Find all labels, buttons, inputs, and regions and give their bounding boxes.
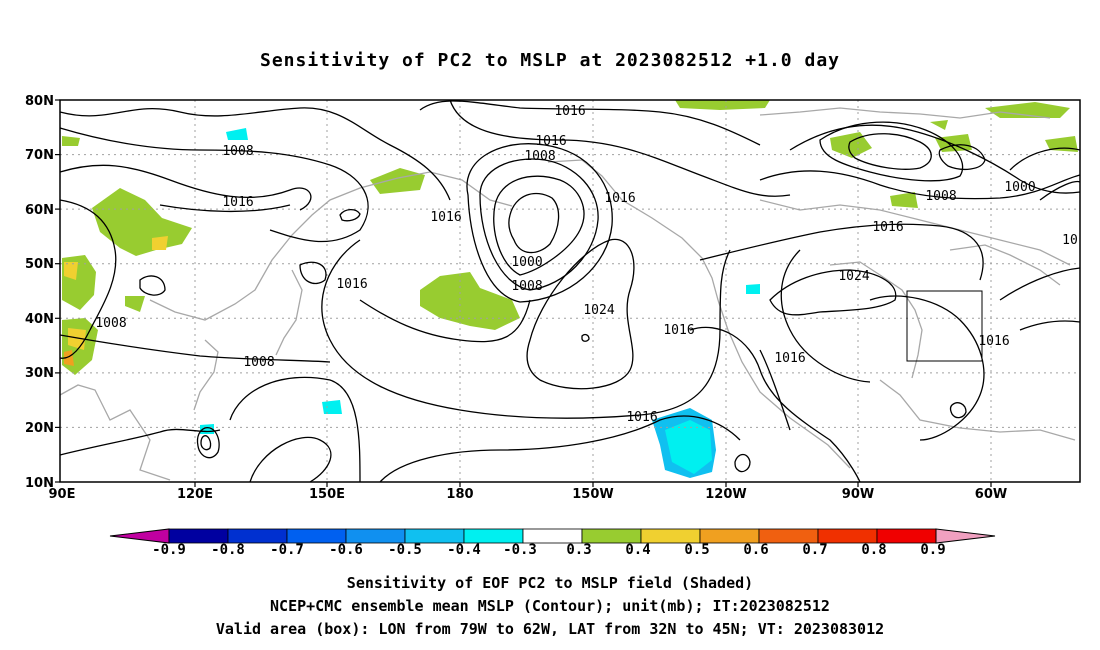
contour-label: 10	[1062, 233, 1078, 248]
contour-label: 1000	[1004, 180, 1035, 195]
contour-label-group: 1016 1016 1008 1008 1016 1016 1016 1016 …	[95, 104, 1077, 425]
lon-axis: 90E 120E 150E 180 150W 120W 90W 60W	[49, 487, 1008, 502]
colorbar-swatch	[345, 528, 406, 544]
contour-label: 1016	[978, 334, 1009, 349]
lon-label: 90W	[842, 487, 874, 502]
lat-label: 40N	[25, 312, 54, 327]
contour-label: 1016	[872, 220, 903, 235]
colorbar-label: -0.4	[447, 542, 481, 558]
colorbar-swatch	[522, 528, 583, 544]
colorbar-swatch	[286, 528, 347, 544]
colorbar-label: -0.6	[329, 542, 363, 558]
colorbar	[109, 528, 996, 544]
caption-contour: NCEP+CMC ensemble mean MSLP (Contour); u…	[270, 597, 830, 615]
colorbar-label: -0.7	[270, 542, 304, 558]
contour-label: 1008	[222, 144, 253, 159]
map-title: Sensitivity of PC2 to MSLP at 2023082512…	[259, 50, 840, 71]
mslp-contours	[59, 99, 1081, 483]
lat-label: 50N	[25, 257, 54, 272]
contour-label: 1008	[511, 279, 542, 294]
colorbar-swatch	[758, 528, 819, 544]
contour-label: 1024	[583, 303, 614, 318]
colorbar-label: 0.9	[920, 542, 946, 558]
colorbar-label: -0.8	[211, 542, 245, 558]
lat-label: 80N	[25, 94, 54, 109]
contour-label: 1016	[663, 323, 694, 338]
lon-label: 150E	[309, 487, 345, 502]
colorbar-label: 0.6	[743, 542, 769, 558]
lon-label: 180	[446, 487, 473, 502]
colorbar-label: -0.5	[388, 542, 422, 558]
caption-shaded: Sensitivity of EOF PC2 to MSLP field (Sh…	[346, 574, 754, 592]
contour-label: 1016	[535, 134, 566, 149]
coastlines	[59, 107, 1076, 481]
colorbar-swatch	[699, 528, 760, 544]
lat-ticks	[55, 99, 60, 483]
colorbar-swatch	[640, 528, 701, 544]
lat-label: 30N	[25, 366, 54, 381]
contour-label: 1008	[524, 149, 555, 164]
colorbar-swatch	[581, 528, 642, 544]
colorbar-under-triangle	[109, 528, 170, 544]
colorbar-label: 0.4	[625, 542, 651, 558]
contour-label: 1024	[838, 269, 869, 284]
colorbar-swatch	[463, 528, 524, 544]
lat-label: 20N	[25, 421, 54, 436]
colorbar-label: 0.7	[802, 542, 828, 558]
lat-label: 70N	[25, 148, 54, 163]
lat-label: 10N	[25, 476, 54, 491]
colorbar-label: 0.8	[861, 542, 887, 558]
colorbar-swatch	[227, 528, 288, 544]
colorbar-label: 0.5	[684, 542, 710, 558]
contour-label: 1008	[925, 189, 956, 204]
colorbar-over-triangle	[935, 528, 996, 544]
colorbar-swatch	[817, 528, 878, 544]
contour-label: 1016	[430, 210, 461, 225]
contour-label: 1008	[95, 316, 126, 331]
lat-axis: 80N 70N 60N 50N 40N 30N 20N 10N	[25, 94, 54, 491]
lat-label: 60N	[25, 203, 54, 218]
lon-label: 60W	[975, 487, 1007, 502]
colorbar-swatch	[404, 528, 465, 544]
contour-label: 1016	[554, 104, 585, 119]
lon-label: 120E	[177, 487, 213, 502]
colorbar-label: -0.9	[152, 542, 186, 558]
contour-label: 1008	[243, 355, 274, 370]
colorbar-swatch	[168, 528, 229, 544]
valid-area-box	[906, 290, 983, 362]
contour-label: 1016	[774, 351, 805, 366]
lon-label: 120W	[705, 487, 746, 502]
colorbar-label: 0.3	[566, 542, 592, 558]
contour-label: 1016	[336, 277, 367, 292]
contour-label: 1016	[604, 191, 635, 206]
contour-label: 1016	[222, 195, 253, 210]
lon-label: 150W	[572, 487, 613, 502]
caption-valid-area: Valid area (box): LON from 79W to 62W, L…	[215, 620, 885, 638]
map-frame	[59, 99, 1081, 483]
lon-label: 90E	[49, 487, 76, 502]
contour-label: 1000	[511, 255, 542, 270]
colorbar-label: -0.3	[503, 542, 537, 558]
contour-label: 1016	[626, 410, 657, 425]
colorbar-swatch	[876, 528, 937, 544]
lon-ticks	[194, 482, 992, 487]
